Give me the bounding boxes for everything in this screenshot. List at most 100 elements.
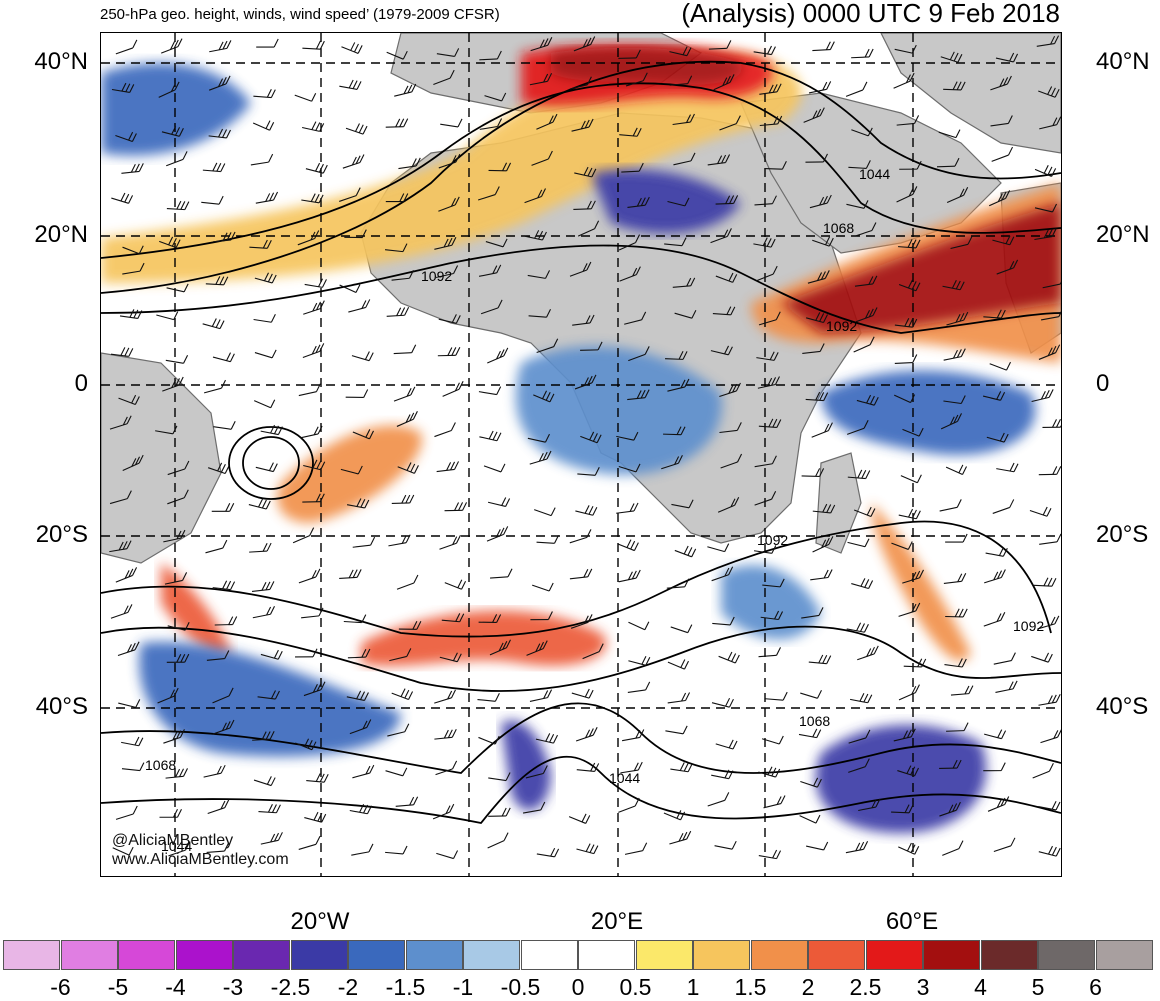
- wind-barb-feather: [447, 462, 451, 470]
- wind-barb-feather: [396, 119, 400, 127]
- colorbar-swatch: [61, 940, 118, 970]
- wind-barb-feather: [271, 90, 275, 98]
- wind-barb-feather: [732, 654, 736, 662]
- wind-barb-feather: [969, 686, 973, 694]
- wind-barb-feather: [271, 778, 275, 786]
- wind-barb: [984, 577, 1001, 582]
- wind-barb-feather: [267, 89, 271, 97]
- wind-barb-feather: [684, 763, 688, 771]
- wind-barb-feather: [777, 851, 781, 859]
- wind-barb-feather: [369, 844, 373, 852]
- wind-barb-feather: [965, 686, 969, 694]
- wind-barb: [995, 689, 1013, 693]
- wind-barb: [708, 800, 725, 806]
- wind-barb-feather: [316, 123, 320, 131]
- wind-barb: [204, 388, 221, 393]
- colorbar-swatch: [923, 940, 980, 970]
- wind-barb-feather: [266, 582, 270, 590]
- lat-label-40n-right: 40°N: [1096, 50, 1150, 74]
- wind-barb-feather: [266, 501, 270, 509]
- wind-barb-feather: [276, 805, 280, 813]
- colorbar-swatch: [578, 940, 635, 970]
- wind-barb-feather: [1010, 499, 1014, 507]
- wind-barb-feather: [817, 730, 821, 738]
- wind-barb-feather: [1052, 801, 1056, 809]
- wind-barb: [812, 431, 829, 438]
- wind-barb-feather: [357, 569, 361, 577]
- colorbar-swatch: [1096, 940, 1153, 970]
- colorbar-swatch: [348, 940, 405, 970]
- wind-barb-feather: [627, 540, 631, 548]
- wind-barb: [530, 698, 548, 702]
- wind-barb: [487, 356, 504, 363]
- wind-barb-feather: [213, 163, 217, 171]
- wind-barb: [156, 315, 173, 320]
- wind-barb-feather: [316, 163, 320, 171]
- wind-barb-feather: [1048, 846, 1052, 854]
- wind-barb-feather: [857, 623, 861, 631]
- wind-barb-feather: [907, 843, 911, 851]
- wind-barb-feather: [233, 617, 237, 625]
- colorbar-tick-label: 0: [553, 974, 603, 1001]
- wind-barb: [573, 209, 591, 210]
- wind-barb-feather: [1013, 681, 1017, 689]
- wind-barb-feather: [459, 502, 463, 510]
- lat-label-40s-left: 40°S: [0, 695, 88, 719]
- wind-barb-feather: [594, 846, 598, 854]
- wind-barb: [437, 469, 455, 471]
- wind-barb: [116, 48, 133, 54]
- wind-barb-feather: [1045, 653, 1049, 661]
- colorbar-swatch: [463, 940, 520, 970]
- wind-barb: [943, 89, 961, 90]
- colorbar-swatch: [981, 940, 1038, 970]
- wind-barb-feather: [828, 569, 832, 577]
- wind-barb-feather: [861, 578, 865, 586]
- wind-barb-feather: [354, 44, 358, 52]
- wind-barb-feather: [681, 660, 685, 668]
- wind-barb-feather: [586, 844, 590, 852]
- wind-barb: [1032, 397, 1050, 401]
- wind-barb-feather: [353, 570, 357, 578]
- wind-barb: [249, 551, 267, 552]
- wind-barb: [891, 812, 909, 813]
- wind-barb: [436, 853, 453, 858]
- wind-barb-feather: [223, 540, 227, 548]
- wind-barb-feather: [504, 526, 508, 534]
- wind-barb: [339, 577, 357, 578]
- wind-barb-feather: [135, 642, 139, 650]
- lat-label-20s-left: 20°S: [0, 523, 88, 547]
- wind-barb: [663, 434, 681, 435]
- wind-barb-feather: [358, 45, 362, 53]
- cold-anomaly-southern-ocean: [816, 725, 986, 833]
- wind-barb-feather: [397, 308, 401, 316]
- wind-barb-feather: [827, 81, 831, 89]
- wind-barb: [671, 627, 688, 633]
- wind-barb: [440, 124, 458, 127]
- wind-barb-feather: [586, 815, 590, 823]
- wind-barb: [479, 392, 497, 395]
- wind-barb-feather: [551, 508, 555, 516]
- wind-barb: [942, 849, 959, 856]
- wind-barb: [851, 57, 869, 58]
- wind-barb-feather: [634, 543, 638, 551]
- wind-barb-feather: [448, 347, 452, 355]
- wind-barb-feather: [226, 503, 230, 511]
- colorbar-tick-label: -5: [93, 974, 143, 1001]
- wind-barb-feather: [585, 689, 589, 697]
- colorbar-tick-label: 3: [898, 974, 948, 1001]
- warm-anomaly-south-atlantic: [277, 425, 422, 523]
- wind-barb-feather: [450, 804, 454, 812]
- wind-barb-feather: [223, 130, 227, 138]
- wind-barb: [619, 578, 637, 582]
- wind-barb-feather: [349, 80, 353, 88]
- wind-barb: [299, 577, 316, 583]
- wind-barb: [993, 507, 1010, 513]
- wind-barb-feather: [636, 570, 640, 578]
- wind-barb-feather: [349, 570, 353, 578]
- wind-barb-feather: [125, 348, 129, 356]
- colorbar-tick-label: 2: [783, 974, 833, 1001]
- wind-barb-feather: [316, 41, 320, 49]
- wind-barb-feather: [274, 39, 278, 47]
- contour-label: 1092: [826, 318, 857, 334]
- colorbar-tick-label: 1.5: [726, 974, 776, 1001]
